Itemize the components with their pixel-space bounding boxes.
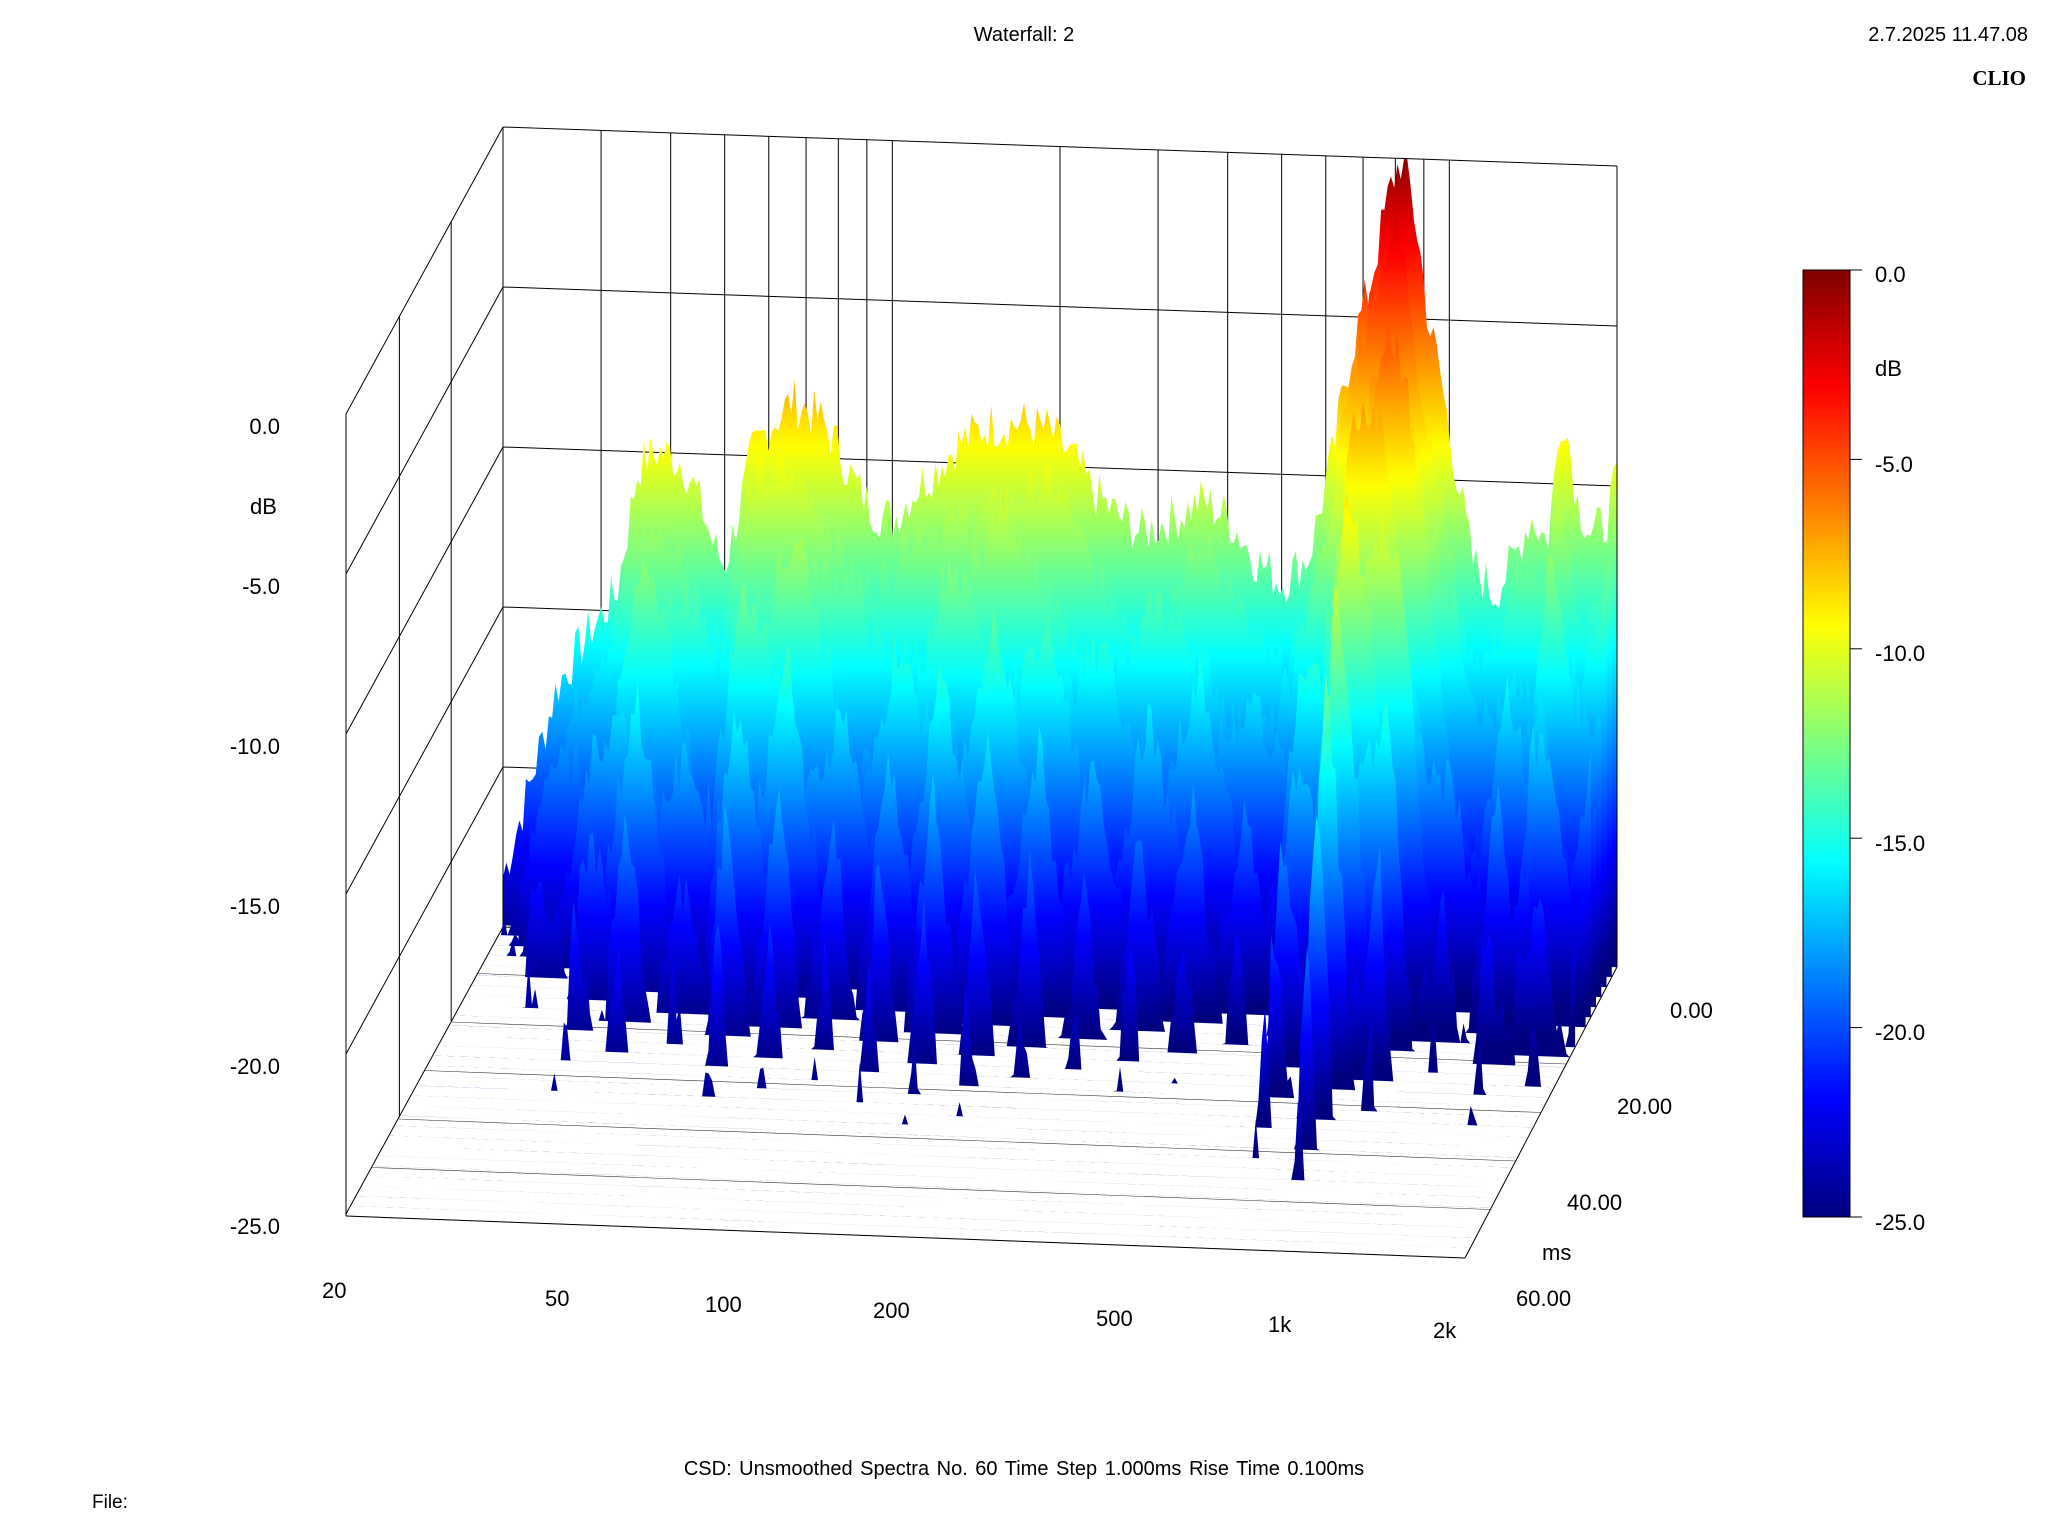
- z-axis-label: ms: [1542, 1240, 1572, 1265]
- colorbar: [1802, 269, 1851, 1218]
- spectrum-slice: [405, 1105, 1523, 1148]
- z-tick-label: 20.00: [1617, 1094, 1673, 1119]
- colorbar-tick-label: -5.0: [1875, 452, 1913, 477]
- spectrum-slice: [389, 1135, 1507, 1178]
- grid-line-db-side: [345, 126, 504, 415]
- z-tick-label: 60.00: [1516, 1286, 1572, 1311]
- spectrum-slice: [394, 1119, 1513, 1168]
- colorbar-tick-label: -10.0: [1875, 641, 1926, 666]
- brand-logo-text: CLIO: [1972, 66, 2026, 90]
- x-tick-label: 2k: [1433, 1318, 1457, 1343]
- x-tick-label: 100: [705, 1292, 742, 1317]
- y-tick-label: 0.0: [249, 414, 280, 439]
- colorbar-tick-label: -20.0: [1875, 1020, 1926, 1045]
- grid-line-db-side: [345, 446, 504, 735]
- spectrum-slice: [383, 1100, 1502, 1188]
- spectrum-slice: [416, 816, 1534, 1128]
- colorbar-tick-label: 0.0: [1875, 262, 1906, 287]
- spectrum-slice: [373, 1165, 1492, 1208]
- grid-line-db-side: [345, 606, 504, 895]
- y-tick-label: -25.0: [229, 1214, 280, 1239]
- spectrum-slice: [362, 1185, 1481, 1228]
- x-tick-label: 20: [322, 1278, 347, 1303]
- x-tick-label: 50: [545, 1286, 570, 1311]
- plot-frame: [345, 127, 1618, 1259]
- floor-grid-line: [372, 1167, 1491, 1210]
- y-tick-label: -15.0: [229, 894, 280, 919]
- frame-front-edge: [345, 1215, 1466, 1259]
- grid-line-db-side: [345, 766, 504, 1055]
- spectrum-slice: [448, 581, 1565, 1068]
- y-axis-label: dB: [250, 494, 277, 519]
- file-label: File:: [92, 1492, 128, 1513]
- y-tick-label: -5.0: [242, 574, 280, 599]
- spectrum-slice: [432, 673, 1549, 1098]
- waterfall-surface: [346, 159, 1617, 1258]
- x-tick-label: 1k: [1268, 1312, 1292, 1337]
- y-tick-label: -10.0: [229, 734, 280, 759]
- measurement-settings: CSD: Unsmoothed Spectra No. 60 Time Step…: [683, 1458, 1365, 1480]
- spectrum-slice: [378, 1155, 1497, 1198]
- frame-right-floor: [1464, 966, 1618, 1259]
- colorbar-ticks: [1850, 269, 1862, 1218]
- z-tick-label: 0.00: [1670, 998, 1713, 1023]
- z-tick-label: 40.00: [1567, 1190, 1623, 1215]
- floor-grid-line: [398, 1118, 1516, 1162]
- colorbar-label: dB: [1875, 356, 1902, 381]
- spectrum-slice: [356, 1195, 1476, 1238]
- spectrum-slice: [367, 1175, 1487, 1218]
- colorbar-tick-label: -25.0: [1875, 1210, 1926, 1235]
- spectrum-slice: [351, 1206, 1471, 1248]
- floor-grid-line: [424, 1070, 1542, 1113]
- chart-title: Waterfall: 2: [973, 24, 1075, 46]
- x-tick-label: 200: [873, 1298, 910, 1323]
- y-tick-label: -20.0: [229, 1054, 280, 1079]
- x-tick-label: 500: [1096, 1306, 1133, 1331]
- spectrum-slice: [465, 493, 1581, 1038]
- measurement-datetime: 2.7.2025 11.47.08: [1868, 24, 2028, 46]
- grid-line-db-side: [345, 286, 504, 575]
- colorbar-tick-label: -15.0: [1875, 831, 1926, 856]
